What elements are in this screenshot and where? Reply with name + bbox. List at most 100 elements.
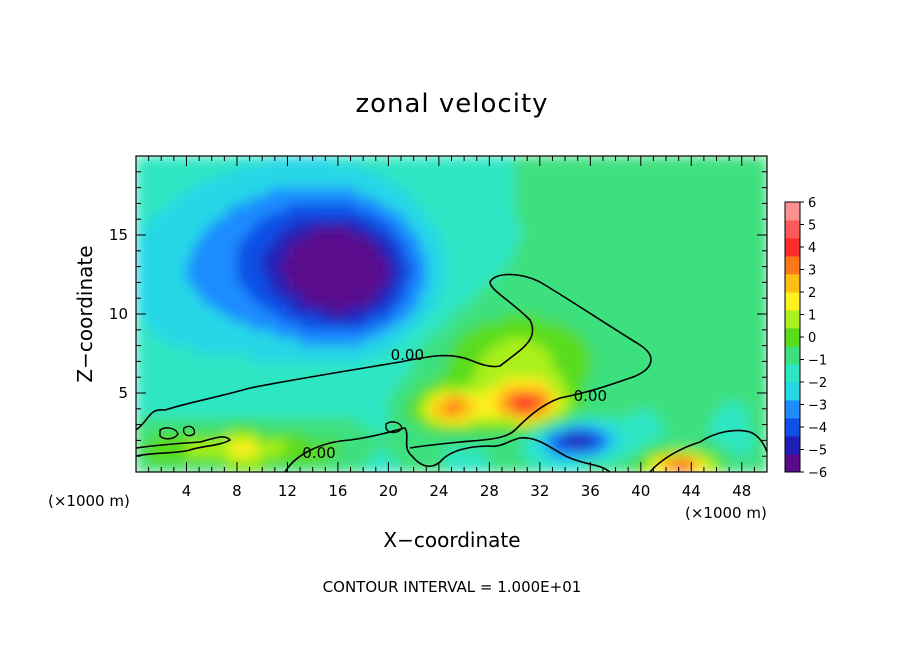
field-cell — [514, 235, 522, 244]
field-cell — [470, 432, 478, 441]
field-cell — [318, 377, 326, 386]
field-cell — [344, 187, 352, 197]
field-cell — [577, 416, 585, 426]
field-cell — [590, 219, 598, 228]
field-cell — [691, 235, 699, 244]
field-cell — [205, 258, 213, 268]
field-cell — [476, 306, 484, 315]
field-cell — [527, 321, 535, 331]
field-cell — [199, 369, 207, 378]
field-cell — [476, 377, 484, 386]
field-cell — [230, 416, 238, 426]
field-cell — [432, 345, 440, 355]
field-cell — [647, 321, 655, 331]
field-cell — [539, 432, 547, 441]
field-cell — [356, 290, 364, 299]
field-cell — [142, 385, 150, 394]
field-cell — [741, 448, 749, 457]
field-cell — [432, 400, 440, 410]
field-cell — [590, 400, 598, 410]
field-cell — [161, 227, 169, 236]
field-cell — [173, 385, 181, 394]
field-cell — [136, 353, 143, 362]
field-cell — [148, 250, 156, 260]
field-cell — [438, 179, 446, 189]
field-cell — [369, 290, 377, 299]
field-cell — [369, 156, 377, 165]
field-cell — [369, 337, 377, 347]
field-cell — [218, 274, 225, 283]
field-cell — [199, 416, 207, 426]
field-cell — [325, 314, 333, 323]
field-cell — [672, 258, 680, 268]
field-cell — [136, 464, 143, 472]
field-cell — [413, 353, 421, 362]
field-cell — [224, 464, 232, 472]
field-cell — [388, 377, 396, 386]
field-cell — [697, 329, 705, 339]
field-cell — [344, 353, 352, 362]
field-cell — [243, 337, 251, 347]
field-cell — [741, 219, 749, 228]
field-cell — [325, 329, 333, 339]
field-cell — [394, 187, 402, 197]
field-cell — [445, 282, 453, 291]
field-cell — [760, 298, 767, 307]
field-cell — [274, 306, 282, 315]
field-cell — [148, 306, 156, 315]
field-cell — [262, 290, 270, 299]
field-cell — [243, 235, 251, 244]
field-cell — [678, 385, 686, 394]
field-cell — [148, 179, 156, 189]
field-cell — [173, 282, 181, 291]
field-cell — [211, 298, 219, 307]
field-cell — [205, 235, 213, 244]
field-cell — [489, 156, 497, 165]
field-cell — [211, 329, 219, 339]
field-cell — [274, 400, 282, 410]
field-cell — [413, 337, 421, 347]
field-cell — [697, 258, 705, 268]
field-cell — [167, 337, 175, 347]
field-cell — [274, 408, 282, 418]
field-cell — [199, 337, 207, 347]
field-cell — [533, 250, 541, 260]
field-cell — [464, 274, 472, 283]
field-cell — [470, 329, 478, 339]
field-cell — [205, 195, 213, 204]
field-cell — [281, 156, 289, 165]
field-cell — [489, 464, 497, 472]
zero-contours: 0.000.000.00 — [136, 273, 767, 472]
field-cell — [426, 456, 434, 465]
field-cell — [558, 306, 566, 315]
field-cell — [760, 329, 767, 339]
field-cell — [508, 163, 516, 173]
field-cell — [375, 400, 383, 410]
field-cell — [407, 306, 415, 315]
field-cell — [691, 377, 699, 386]
field-cell — [255, 464, 263, 472]
field-cell — [476, 464, 484, 472]
field-cell — [167, 266, 175, 276]
field-cell — [533, 345, 541, 355]
field-cell — [136, 314, 143, 323]
field-cell — [659, 290, 667, 299]
field-cell — [394, 298, 402, 307]
field-cell — [205, 448, 213, 457]
field-cell — [533, 432, 541, 441]
field-cell — [413, 464, 421, 472]
field-cell — [697, 408, 705, 418]
field-cell — [489, 258, 497, 268]
field-cell — [552, 408, 560, 418]
field-cell — [350, 393, 358, 402]
field-cell — [647, 306, 655, 315]
field-cell — [136, 219, 143, 228]
field-cell — [609, 361, 617, 370]
field-cell — [287, 250, 295, 260]
field-cell — [684, 456, 692, 465]
field-cell — [533, 156, 541, 165]
field-cell — [476, 345, 484, 355]
field-cell — [464, 400, 472, 410]
field-cell — [571, 211, 579, 220]
field-cell — [722, 337, 730, 347]
